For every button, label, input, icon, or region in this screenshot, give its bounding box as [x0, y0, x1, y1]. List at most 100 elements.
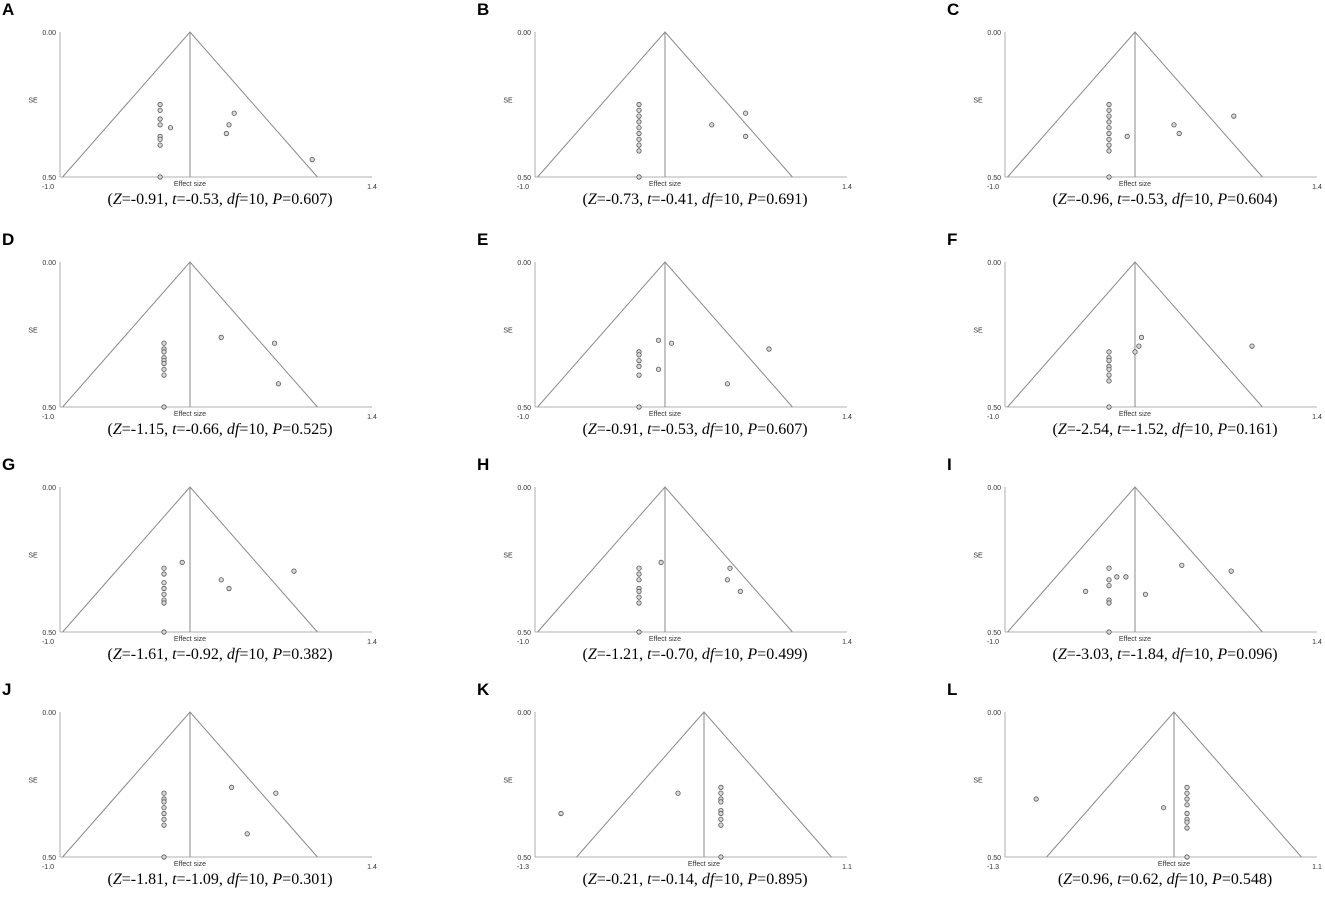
study-point [161, 805, 167, 811]
z-value: -1.15 [130, 421, 165, 438]
study-point [157, 174, 163, 180]
study-point [1184, 810, 1190, 817]
study-point [161, 854, 167, 860]
y-tick-label-bottom: 0.50 [987, 630, 1001, 637]
x-tick-label-max: 1.4 [842, 414, 852, 421]
t-value: -0.53 [660, 421, 694, 438]
y-axis-label: SE [28, 328, 38, 335]
x-axis-label: Effect size [174, 411, 206, 418]
df-value: 10 [1193, 646, 1210, 663]
egger-test-caption: (Z=-0.21, t=-0.14, df=10, P=0.895) [582, 871, 808, 888]
study-point [1249, 343, 1255, 349]
x-tick-label-max: 1.4 [367, 414, 377, 421]
y-axis-label: SE [973, 778, 983, 785]
x-tick-label-max: 1.4 [1312, 639, 1322, 646]
study-point [1184, 819, 1190, 825]
funnel-plot-panel-i: 0.00 0.50 SE -1.0 1.4 Effect size I (Z=-3.03, t… [945, 455, 1325, 680]
study-point [1106, 174, 1112, 180]
x-tick-label-min: -1.0 [42, 414, 54, 421]
study-point [718, 854, 724, 860]
study-point [157, 122, 163, 128]
study-point [161, 822, 167, 828]
t-value: -1.09 [185, 871, 219, 888]
z-value: -1.21 [605, 646, 640, 663]
df-value: 10 [1193, 421, 1210, 438]
t-value: -0.53 [1130, 191, 1164, 208]
study-point [275, 381, 281, 387]
funnel-plot-panel-f: 0.00 0.50 SE -1.0 1.4 Effect size F (Z=-2.54, t… [945, 230, 1325, 455]
panel-letter: K [477, 680, 490, 699]
x-axis-label: Effect size [649, 411, 681, 418]
t-value: -0.41 [660, 191, 694, 208]
z-value: -0.73 [605, 191, 640, 208]
y-tick-label-top: 0.00 [517, 260, 531, 267]
study-point [157, 107, 163, 113]
p-value: 0.382 [291, 646, 328, 663]
funnel-plot-panel-a: 0.00 0.50 SE -1.0 1.4 Effect size A (Z=-0.91, t… [0, 0, 440, 225]
study-point [636, 404, 642, 410]
study-point [1106, 378, 1112, 384]
study-point [1184, 825, 1190, 831]
study-point [244, 831, 250, 837]
funnel-plot-panel-d: 0.00 0.50 SE -1.0 1.4 Effect size D (Z=-1.15, t… [0, 230, 440, 455]
study-point [668, 340, 675, 346]
df-value: 10 [248, 191, 265, 208]
p-value: 0.096 [1236, 646, 1273, 663]
funnel-plot-svg: 0.00 0.50 SE -1.0 1.4 Effect size [503, 260, 852, 421]
study-point [718, 784, 724, 791]
x-tick-label-max: 1.4 [367, 864, 377, 871]
study-point [1106, 148, 1112, 154]
study-point [766, 346, 772, 352]
y-tick-label-bottom: 0.50 [987, 855, 1001, 862]
study-point [742, 133, 749, 139]
study-point [161, 349, 167, 355]
study-point [1106, 349, 1112, 355]
study-point [226, 122, 232, 128]
p-value: 0.895 [766, 871, 803, 888]
y-tick-label-top: 0.00 [42, 710, 56, 717]
y-tick-label-top: 0.00 [517, 710, 531, 717]
y-axis-label: SE [973, 328, 983, 335]
study-point [161, 571, 167, 577]
study-point [1106, 583, 1112, 589]
t-value: -0.53 [185, 191, 219, 208]
x-tick-label-max: 1.1 [842, 864, 852, 871]
study-point [1106, 372, 1112, 378]
panel-letter: F [947, 230, 958, 249]
study-point [1106, 404, 1112, 410]
y-axis-label: SE [503, 553, 513, 560]
study-point [1176, 130, 1182, 137]
df-value: 10 [723, 191, 740, 208]
study-point [1106, 577, 1112, 583]
y-tick-label-bottom: 0.50 [42, 405, 56, 412]
study-point [273, 790, 279, 796]
z-value: -1.61 [130, 646, 165, 663]
study-point [1033, 796, 1039, 802]
t-value: 0.62 [1130, 871, 1159, 888]
study-point [1083, 588, 1089, 594]
y-tick-label-top: 0.00 [987, 30, 1001, 37]
study-point [1106, 101, 1112, 108]
egger-test-caption: (Z=-2.54, t=-1.52, df=10, P=0.161) [1052, 421, 1278, 438]
y-axis-label: SE [28, 553, 38, 560]
y-axis-label: SE [973, 98, 983, 105]
p-value: 0.499 [766, 646, 803, 663]
p-value: 0.301 [291, 871, 328, 888]
study-point [636, 600, 642, 606]
study-point [1106, 107, 1112, 113]
study-point [636, 119, 642, 125]
egger-test-caption: (Z=-3.03, t=-1.84, df=10, P=0.096) [1052, 646, 1278, 663]
df-value: 10 [248, 871, 265, 888]
funnel-plot-svg: 0.00 0.50 SE -1.0 1.4 Effect size [28, 710, 377, 871]
study-point [636, 148, 642, 154]
study-point [1136, 343, 1142, 349]
y-tick-label-top: 0.00 [42, 260, 56, 267]
df-value: 10 [723, 421, 740, 438]
study-point [1106, 600, 1112, 606]
p-value: 0.607 [291, 191, 328, 208]
study-point [157, 142, 163, 148]
study-point [1106, 142, 1112, 148]
study-point [1106, 130, 1112, 137]
y-axis-label: SE [973, 553, 983, 560]
x-tick-label-min: -1.0 [987, 184, 999, 191]
